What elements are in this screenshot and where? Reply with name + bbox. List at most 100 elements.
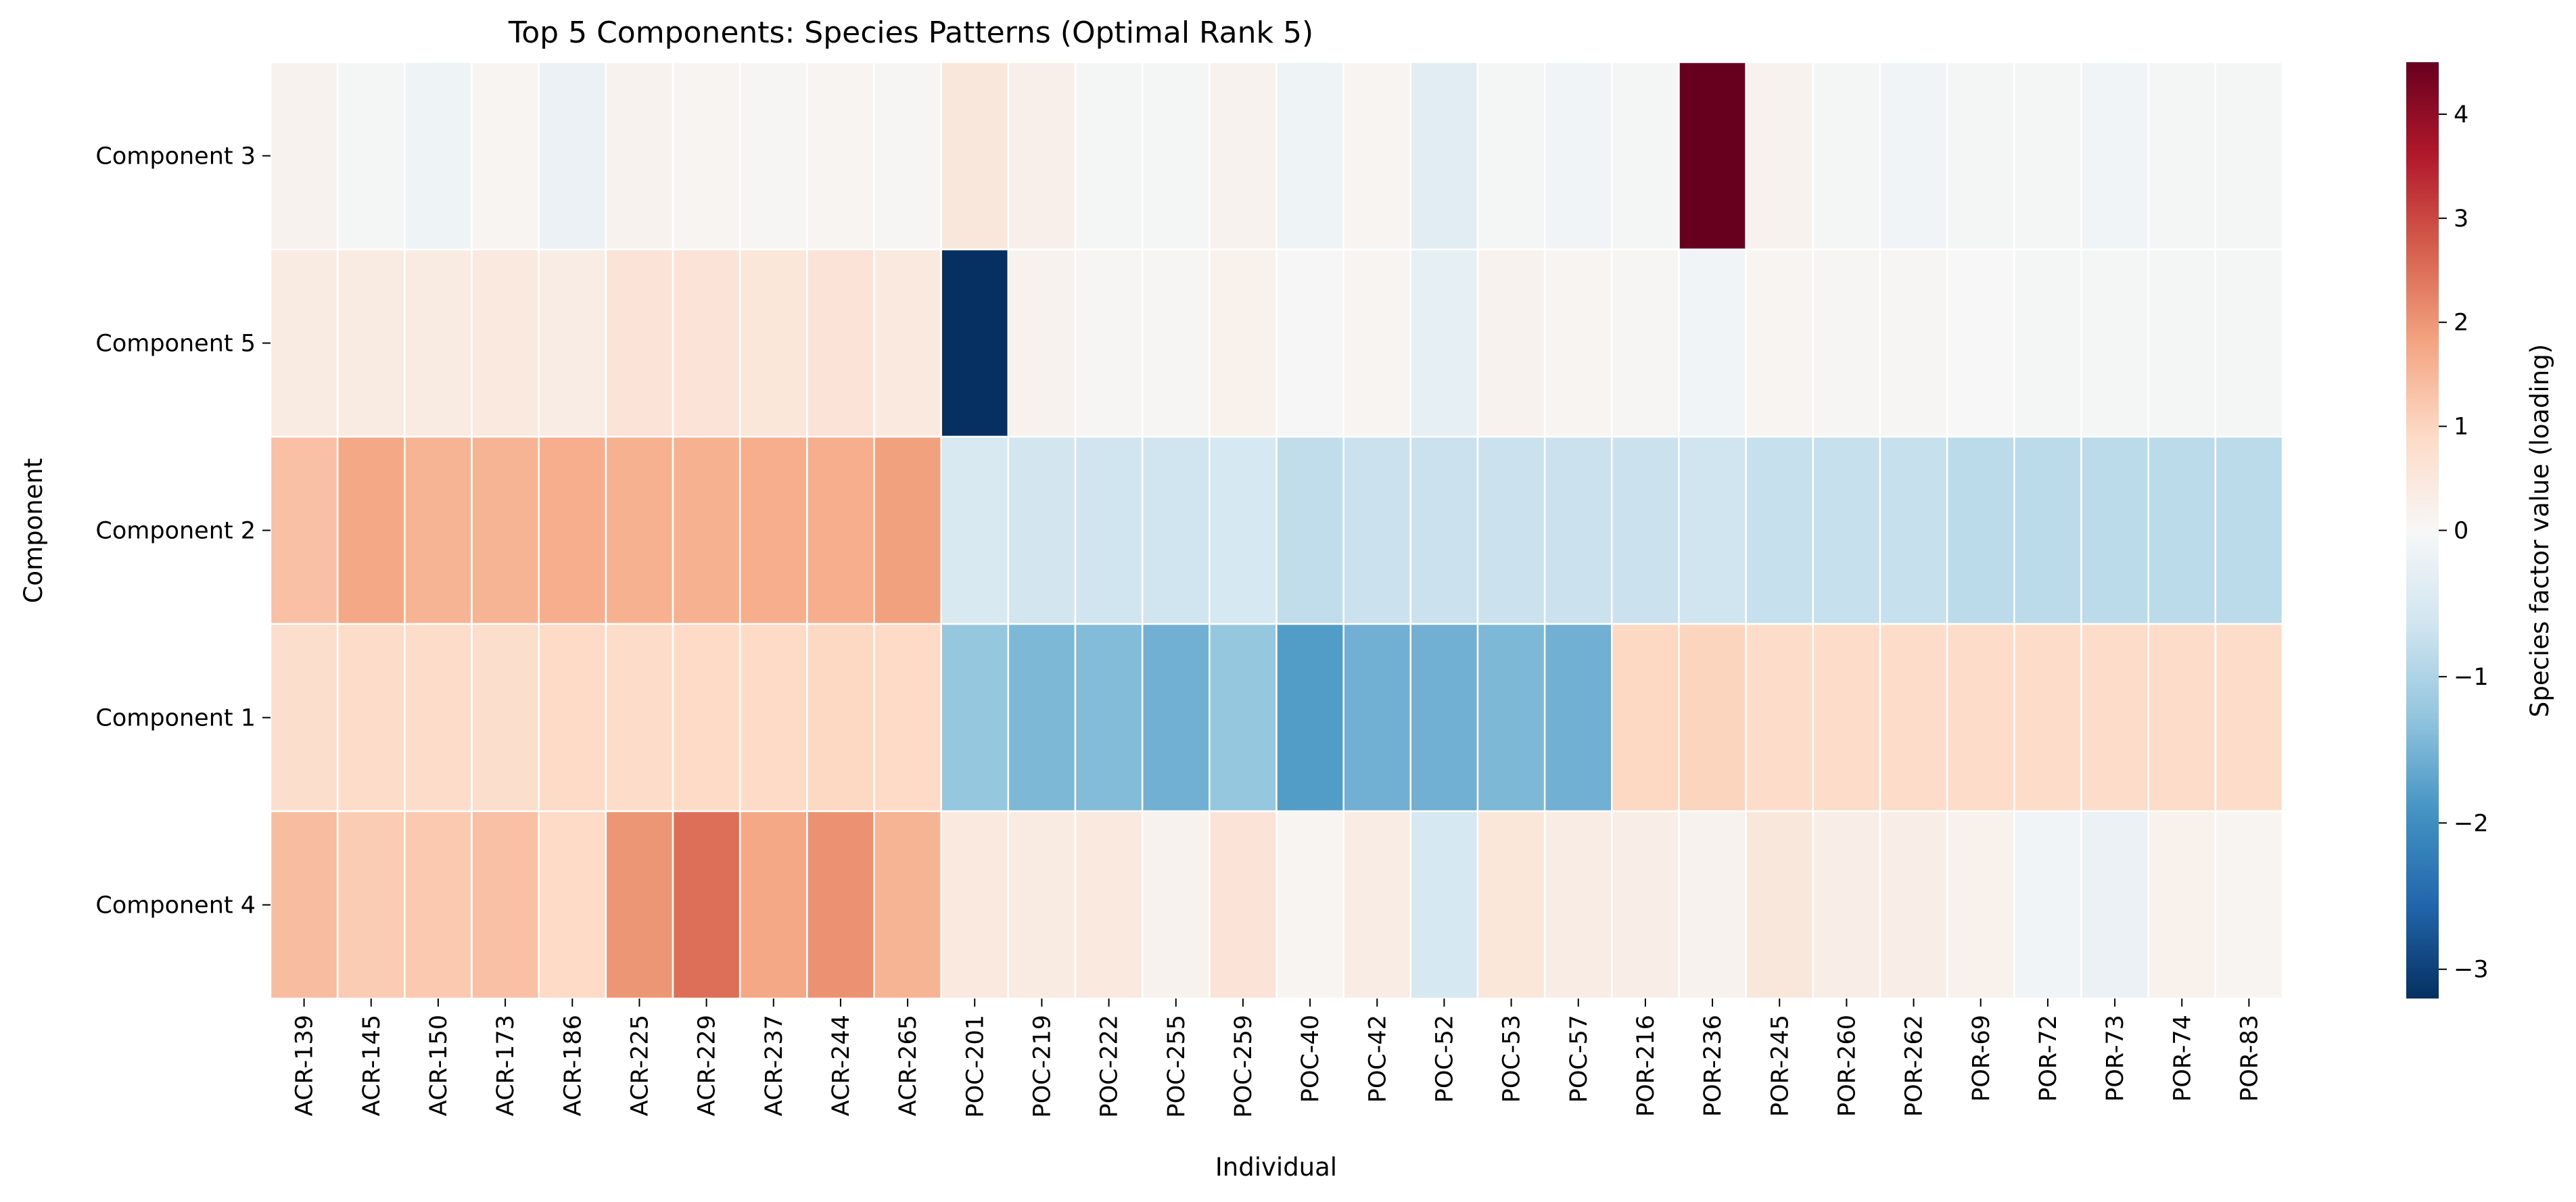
heatmap-cell bbox=[1141, 61, 1211, 251]
heatmap-cell bbox=[873, 623, 942, 813]
heatmap-cell bbox=[1409, 61, 1479, 251]
heatmap-cell bbox=[404, 623, 473, 813]
heatmap-cell bbox=[471, 61, 540, 251]
heatmap-cell bbox=[806, 435, 875, 625]
heatmap-cell bbox=[1678, 623, 1747, 813]
heatmap-cell bbox=[1476, 61, 1546, 251]
heatmap-cell bbox=[1946, 623, 2015, 813]
heatmap-cell bbox=[739, 61, 808, 251]
x-tick-label: POR-69 bbox=[1968, 1015, 1995, 1102]
colorbar-tick-label: 0 bbox=[2454, 518, 2468, 545]
heatmap-cell bbox=[538, 61, 607, 251]
heatmap-cell bbox=[1946, 61, 2015, 251]
heatmap-cell bbox=[2147, 61, 2217, 251]
heatmap-cell bbox=[739, 248, 808, 438]
x-tick-label: POC-57 bbox=[1566, 1015, 1593, 1103]
heatmap-cell bbox=[1543, 248, 1613, 438]
x-tick-label: POR-72 bbox=[2035, 1015, 2062, 1102]
heatmap-cell bbox=[1476, 248, 1546, 438]
colorbar-ticks: −3 −2 −1 0 1 2 3 4 bbox=[2439, 101, 2489, 984]
x-tick-label: ACR-229 bbox=[694, 1015, 721, 1116]
heatmap-cell bbox=[1007, 435, 1077, 625]
heatmap-cell bbox=[1611, 623, 1680, 813]
y-tick-label: Component 4 bbox=[95, 892, 256, 919]
heatmap-cell bbox=[1275, 810, 1344, 1000]
x-tick-label: POR-236 bbox=[1700, 1015, 1727, 1117]
heatmap-cell bbox=[1074, 61, 1144, 251]
heatmap-cell bbox=[940, 248, 1010, 438]
heatmap-cell bbox=[1543, 623, 1613, 813]
heatmap-cell bbox=[1275, 61, 1344, 251]
heatmap-cell bbox=[2147, 248, 2217, 438]
heatmap-cell bbox=[404, 810, 473, 1000]
heatmap-cell bbox=[2080, 810, 2149, 1000]
x-tick-label: ACR-225 bbox=[626, 1015, 653, 1116]
heatmap-cell bbox=[739, 435, 808, 625]
colorbar-tick-label: 2 bbox=[2454, 310, 2468, 337]
heatmap-cell bbox=[1209, 248, 1278, 438]
heatmap-cell bbox=[672, 435, 741, 625]
heatmap-cell bbox=[1879, 435, 1948, 625]
heatmap-cell bbox=[940, 435, 1010, 625]
heatmap-cell bbox=[1342, 61, 1412, 251]
y-axis-title: Component bbox=[19, 458, 48, 604]
heatmap-cell bbox=[1141, 435, 1211, 625]
heatmap-cell bbox=[1812, 61, 1881, 251]
heatmap-cell bbox=[873, 248, 942, 438]
heatmap-cell bbox=[2013, 810, 2082, 1000]
heatmap-cell bbox=[940, 61, 1010, 251]
y-axis: Component 3 Component 5 Component 2 Compone… bbox=[95, 143, 271, 919]
heatmap-cell bbox=[605, 61, 674, 251]
heatmap-cell bbox=[1141, 623, 1211, 813]
heatmap-cell bbox=[471, 435, 540, 625]
heatmap-cell bbox=[2013, 435, 2082, 625]
heatmap-cell bbox=[873, 810, 942, 1000]
heatmap-cell bbox=[1007, 248, 1077, 438]
x-tick-label: ACR-244 bbox=[828, 1015, 855, 1116]
heatmap-cell bbox=[336, 623, 406, 813]
heatmap-cell bbox=[2013, 61, 2082, 251]
heatmap-cell bbox=[1007, 810, 1077, 1000]
colorbar-tick-label: 1 bbox=[2454, 414, 2468, 441]
heatmap-cell bbox=[1141, 810, 1211, 1000]
heatmap-cell bbox=[605, 435, 674, 625]
heatmap-cell bbox=[873, 435, 942, 625]
x-tick-label: ACR-145 bbox=[358, 1015, 385, 1116]
heatmap-cell bbox=[1141, 248, 1211, 438]
heatmap-cell bbox=[672, 623, 741, 813]
heatmap-cell bbox=[2080, 248, 2149, 438]
heatmap-cell bbox=[2214, 810, 2284, 1000]
heatmap-cell bbox=[1342, 810, 1412, 1000]
heatmap-cell bbox=[1745, 248, 1814, 438]
y-tick-label: Component 5 bbox=[95, 331, 256, 358]
x-tick-label: POC-40 bbox=[1297, 1015, 1324, 1103]
x-tick-label: POC-259 bbox=[1230, 1015, 1257, 1118]
heatmap-cell bbox=[1812, 810, 1881, 1000]
x-tick-label: POR-216 bbox=[1633, 1015, 1660, 1117]
colorbar-tick-label: −3 bbox=[2454, 957, 2489, 984]
heatmap-cell bbox=[1611, 810, 1680, 1000]
heatmap-cell bbox=[404, 248, 473, 438]
heatmap-cell bbox=[1209, 623, 1278, 813]
heatmap-cell bbox=[1074, 435, 1144, 625]
heatmap-cell bbox=[1879, 61, 1948, 251]
heatmap-cell bbox=[1879, 810, 1948, 1000]
heatmap-cell bbox=[940, 623, 1010, 813]
heatmap-cell bbox=[2080, 623, 2149, 813]
colorbar-tick-label: 3 bbox=[2454, 206, 2468, 233]
heatmap-cell bbox=[1007, 623, 1077, 813]
y-tick-label: Component 3 bbox=[95, 143, 256, 170]
x-tick-label: ACR-237 bbox=[761, 1015, 788, 1116]
heatmap-cell bbox=[1209, 61, 1278, 251]
heatmap-cell bbox=[1275, 623, 1344, 813]
colorbar-tick-label: −2 bbox=[2454, 810, 2489, 837]
heatmap-cell bbox=[739, 810, 808, 1000]
heatmap-cell bbox=[471, 810, 540, 1000]
colorbar-label: Species factor value (loading) bbox=[2525, 344, 2554, 717]
heatmap-cell bbox=[1409, 248, 1479, 438]
x-tick-label: POR-260 bbox=[1833, 1015, 1860, 1117]
x-tick-label: POC-222 bbox=[1096, 1015, 1123, 1118]
heatmap-cell bbox=[1611, 435, 1680, 625]
heatmap-cell bbox=[1812, 435, 1881, 625]
heatmap-cell bbox=[269, 810, 339, 1000]
